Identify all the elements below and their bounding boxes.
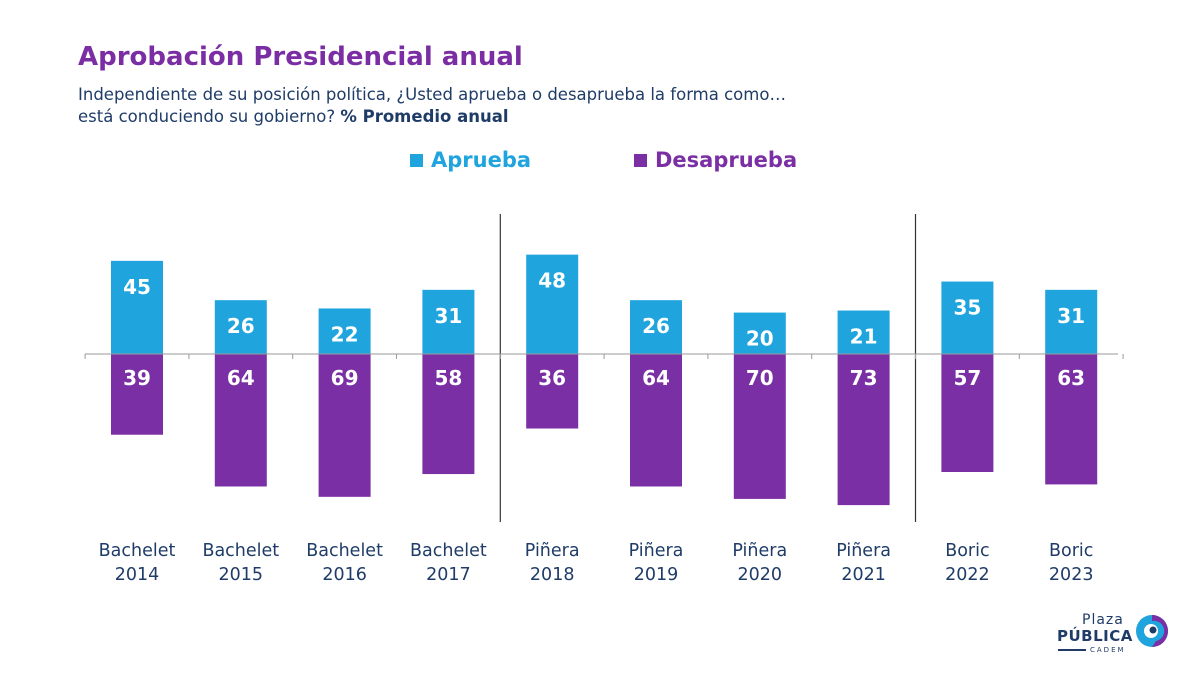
category-label-6: Piñera 2019 — [629, 541, 684, 585]
data-label-desaprueba-10: 63 — [1057, 366, 1085, 390]
category-label-3: Bachelet 2016 — [306, 541, 383, 585]
plaza-publica-logo: Plaza PÚBLICA CADEM — [1052, 608, 1172, 658]
bar-aprueba-6 — [630, 300, 682, 354]
bar-desaprueba-4 — [422, 354, 475, 475]
data-label-desaprueba-8: 73 — [850, 366, 878, 390]
speech-bubble-icon — [1136, 615, 1168, 647]
bar-desaprueba-5 — [526, 354, 579, 429]
category-label-2: Bachelet 2015 — [202, 541, 279, 585]
bar-desaprueba-6 — [630, 354, 682, 487]
bar-desaprueba-1 — [111, 354, 163, 435]
chart-subtitle: Independiente de su posición política, ¿… — [78, 84, 878, 128]
category-label-1: Bachelet 2014 — [99, 541, 176, 585]
bar-aprueba-7 — [733, 312, 786, 354]
bar-aprueba-8 — [837, 310, 890, 354]
category-label-4: Bachelet 2017 — [410, 541, 487, 585]
data-label-desaprueba-5: 36 — [538, 366, 566, 390]
chart-title: Aprobación Presidencial anual — [78, 42, 523, 72]
category-label-10: Boric 2023 — [1049, 541, 1094, 585]
data-label-desaprueba-3: 69 — [331, 366, 359, 390]
category-label-9: Boric 2022 — [945, 541, 990, 585]
logo-rule — [1058, 649, 1086, 651]
data-label-aprueba-3: 22 — [331, 322, 359, 346]
category-label-5: Piñera 2018 — [525, 541, 580, 585]
category-label-7: Piñera 2020 — [732, 541, 787, 585]
data-label-aprueba-2: 26 — [227, 314, 255, 338]
bar-desaprueba-8 — [837, 354, 890, 506]
bar-desaprueba-7 — [733, 354, 786, 499]
category-label-8: Piñera 2021 — [836, 541, 891, 585]
data-label-desaprueba-4: 58 — [434, 366, 462, 390]
data-label-aprueba-10: 31 — [1057, 304, 1085, 328]
bar-aprueba-4 — [422, 289, 475, 354]
bar-aprueba-5 — [526, 254, 579, 354]
logo-line1: Plaza — [1082, 612, 1124, 628]
data-label-desaprueba-9: 57 — [953, 366, 981, 390]
bar-aprueba-1 — [111, 260, 163, 354]
legend-aprueba: Aprueba — [410, 148, 531, 172]
subtitle-bold: % Promedio anual — [340, 107, 509, 126]
legend-aprueba-label: Aprueba — [431, 148, 532, 172]
data-label-aprueba-5: 48 — [538, 269, 566, 293]
bar-aprueba-10 — [1045, 289, 1098, 354]
bar-desaprueba-3 — [318, 354, 371, 497]
bar-aprueba-2 — [214, 300, 267, 354]
bar-aprueba-3 — [318, 308, 371, 354]
legend-desaprueba-label: Desaprueba — [655, 148, 798, 172]
bar-desaprueba-10 — [1045, 354, 1098, 485]
data-label-aprueba-9: 35 — [953, 296, 981, 320]
bar-desaprueba-2 — [214, 354, 267, 487]
data-label-aprueba-1: 45 — [123, 275, 151, 299]
data-label-desaprueba-2: 64 — [227, 366, 255, 390]
data-label-desaprueba-1: 39 — [123, 366, 151, 390]
legend-desaprueba: Desaprueba — [634, 148, 797, 172]
bar-desaprueba-9 — [941, 354, 994, 472]
data-label-aprueba-6: 26 — [642, 314, 670, 338]
legend-desaprueba-swatch — [634, 153, 647, 167]
legend-aprueba-swatch — [410, 153, 423, 167]
data-label-aprueba-4: 31 — [434, 304, 462, 328]
data-label-desaprueba-6: 64 — [642, 366, 670, 390]
data-label-aprueba-7: 20 — [746, 327, 774, 351]
subtitle-line1: Independiente de su posición política, ¿… — [78, 85, 786, 104]
data-label-desaprueba-7: 70 — [746, 366, 774, 390]
logo-line3: CADEM — [1090, 646, 1126, 654]
subtitle-line2: está conduciendo su gobierno? — [78, 107, 336, 126]
data-label-aprueba-8: 21 — [850, 325, 878, 349]
logo-line2: PÚBLICA — [1057, 627, 1133, 645]
bar-aprueba-9 — [941, 281, 994, 354]
